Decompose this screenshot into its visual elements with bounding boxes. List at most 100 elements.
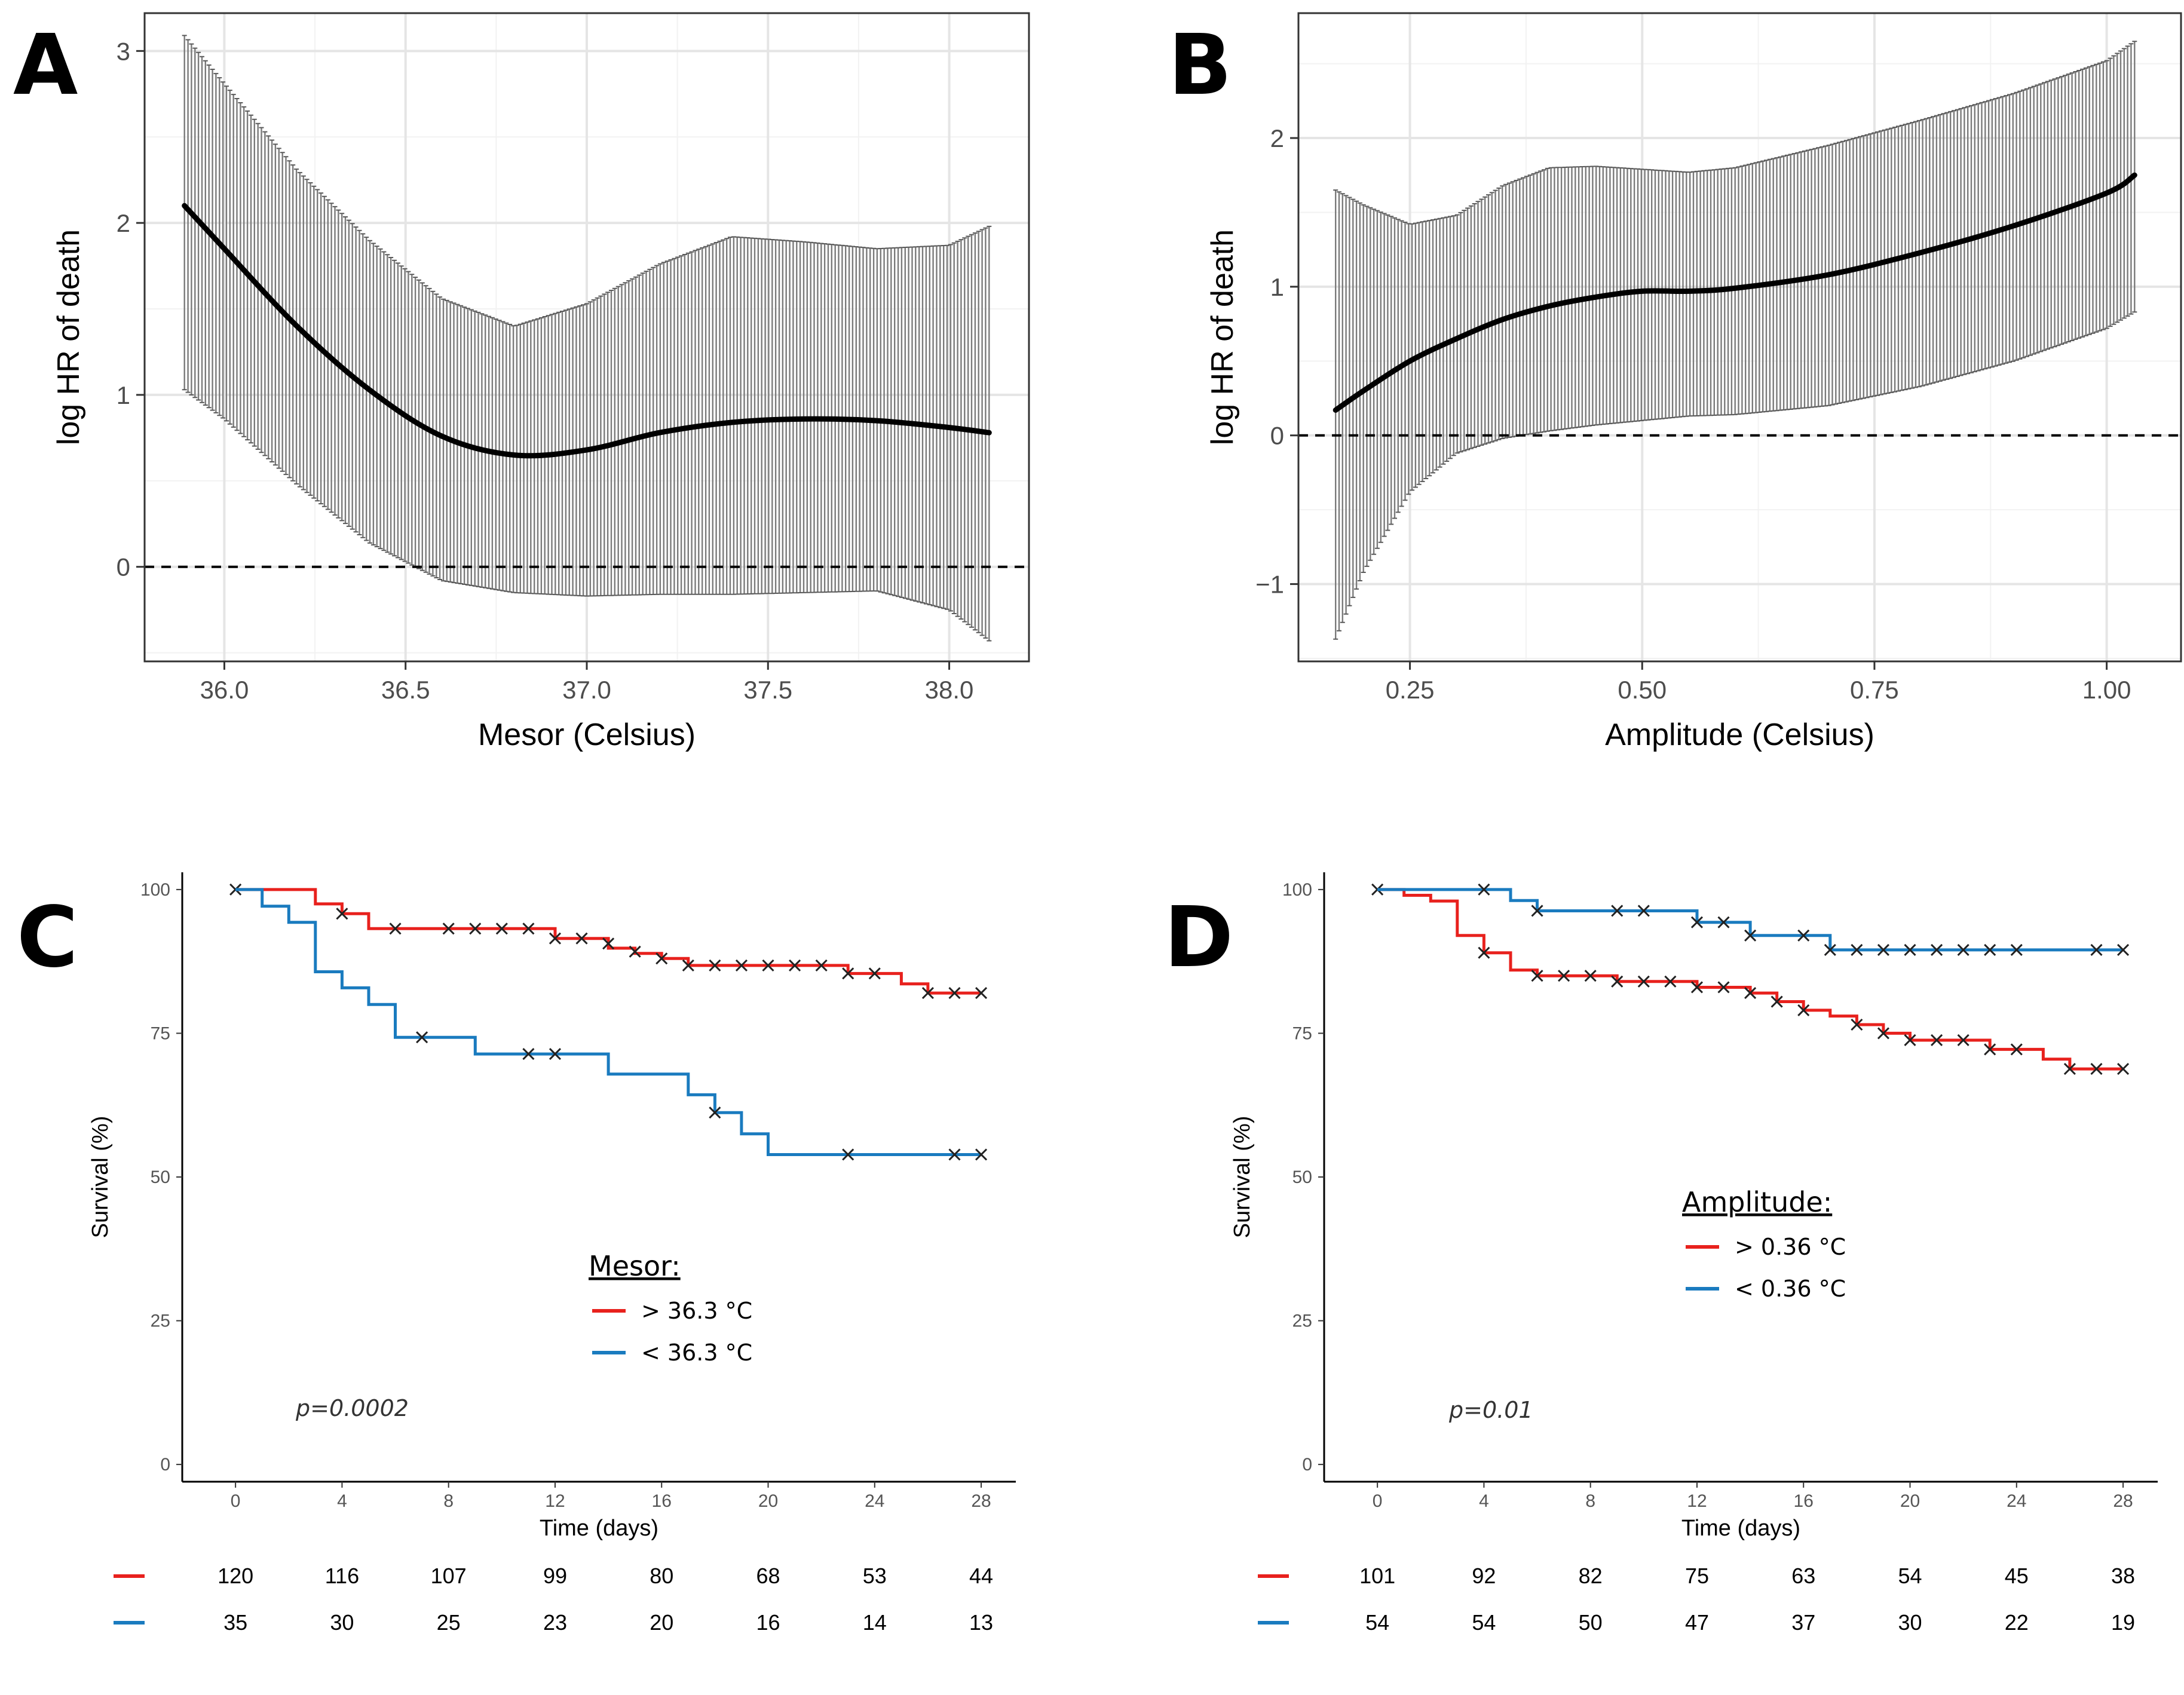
confidence-interval-caps <box>1333 41 2137 640</box>
risk-number: 37 <box>1791 1610 1815 1635</box>
y-tick-label: 2 <box>1270 124 1284 152</box>
censor-mark <box>2090 943 2103 956</box>
x-axis-title: Amplitude (Celsius) <box>1605 718 1874 752</box>
risk-number: 54 <box>1365 1610 1389 1635</box>
x-tick-label: 4 <box>337 1491 347 1511</box>
x-tick-label: 4 <box>1479 1491 1489 1511</box>
risk-number: 116 <box>325 1564 359 1588</box>
survival-curve-high <box>1377 888 2124 1071</box>
censor-mark <box>575 932 588 945</box>
panel-letter-d: D <box>1164 889 1234 986</box>
censor-mark <box>1611 905 1624 917</box>
censor-mark <box>868 967 881 980</box>
x-tick-label: 28 <box>2113 1491 2133 1511</box>
censor-mark <box>1877 1027 1890 1040</box>
y-tick-label: −1 <box>1255 571 1284 599</box>
x-tick-label: 24 <box>2007 1491 2026 1511</box>
y-tick-label: 0 <box>1270 422 1284 450</box>
censor-mark <box>1478 946 1490 959</box>
censor-mark <box>709 959 721 971</box>
censor-mark <box>1664 975 1677 988</box>
censor-mark <box>709 1106 721 1119</box>
censor-mark <box>1611 975 1624 988</box>
risk-number: 23 <box>543 1610 567 1635</box>
risk-number: 35 <box>223 1610 247 1635</box>
risk-number: 92 <box>1472 1564 1496 1588</box>
y-tick-label: 1 <box>1270 273 1284 301</box>
x-tick-label: 20 <box>758 1491 778 1511</box>
risk-number: 50 <box>1579 1610 1603 1635</box>
censor-mark <box>2116 943 2130 956</box>
legend-label: > 0.36 °C <box>1735 1234 1846 1260</box>
chart-b: 0.25 0.50 0.75 1.00 −1 0 1 2 Amplitude (Celsius)… <box>1205 12 2182 752</box>
panel-letter-b: B <box>1168 17 1232 114</box>
risk-number: 107 <box>431 1564 467 1588</box>
risk-number: 45 <box>2005 1564 2029 1588</box>
y-tick-label: 25 <box>151 1311 170 1331</box>
y-tick-label: 2 <box>117 209 130 237</box>
censor-mark <box>1717 916 1730 928</box>
x-tick-label: 0.50 <box>1618 676 1667 704</box>
censor-mark <box>2010 1043 2023 1056</box>
censor-mark <box>1904 943 1916 956</box>
censor-mark <box>549 1048 562 1060</box>
censor-mark <box>389 922 402 935</box>
risk-number: 54 <box>1898 1564 1922 1588</box>
y-axis-title: Survival (%) <box>88 1116 113 1239</box>
censor-mark <box>2010 943 2023 956</box>
legend-label: > 36.3 °C <box>641 1298 752 1324</box>
y-axis-title: Survival (%) <box>1230 1116 1255 1239</box>
censor-mark <box>1851 943 1863 956</box>
censor-mark <box>815 959 828 971</box>
legend-label: < 0.36 °C <box>1735 1276 1846 1302</box>
y-tick-label: 100 <box>140 880 170 900</box>
risk-number: 30 <box>330 1610 354 1635</box>
risk-number: 54 <box>1472 1610 1496 1635</box>
y-tick-label: 0 <box>117 553 130 581</box>
censor-mark <box>1904 1034 1916 1047</box>
censor-mark <box>549 932 562 945</box>
legend-label: < 36.3 °C <box>641 1340 752 1366</box>
y-tick-label: 50 <box>1292 1167 1312 1187</box>
censor-mark <box>522 1048 535 1060</box>
risk-number: 30 <box>1898 1610 1922 1635</box>
censor-mark <box>655 952 668 965</box>
x-tick-label: 12 <box>1687 1491 1707 1511</box>
censor-mark <box>1931 1034 1943 1047</box>
x-tick-label: 20 <box>1900 1491 1920 1511</box>
fitted-line <box>1333 172 2137 413</box>
censor-mark <box>1690 981 1704 994</box>
chart-a: 36.0 36.5 37.0 37.5 38.0 0 1 2 3 Mesor (Celsius) l… <box>51 12 1030 752</box>
x-axis-title: Mesor (Celsius) <box>478 718 696 752</box>
censor-mark <box>1957 1034 1969 1047</box>
censor-mark <box>975 987 988 1000</box>
censor-mark <box>1797 1004 1810 1017</box>
censor-mark <box>735 959 748 971</box>
x-tick-label: 0 <box>1373 1491 1383 1511</box>
panel-border <box>1297 12 2182 663</box>
censor-mark <box>1744 987 1757 1000</box>
censor-mark <box>1478 883 1490 896</box>
censor-mark <box>1877 943 1890 956</box>
risk-number: 38 <box>2111 1564 2135 1588</box>
y-axis-title: log HR of death <box>51 229 86 445</box>
x-tick-label: 36.0 <box>200 676 249 704</box>
censor-mark <box>948 987 961 1000</box>
x-tick-label: 16 <box>1794 1491 1814 1511</box>
censor-mark <box>416 1031 428 1044</box>
fitted-line <box>182 203 992 459</box>
legend-title: Amplitude: <box>1682 1186 1832 1218</box>
y-tick-label: 0 <box>160 1455 170 1475</box>
x-tick-label: 0.75 <box>1850 676 1899 704</box>
risk-number: 75 <box>1685 1564 1709 1588</box>
censor-mark <box>842 967 854 980</box>
censor-mark <box>1984 1043 1996 1056</box>
censor-mark <box>921 987 934 1000</box>
censor-mark <box>602 937 615 950</box>
risk-number: 63 <box>1791 1564 1815 1588</box>
x-tick-label: 1.00 <box>2082 676 2131 704</box>
x-tick-label: 0.25 <box>1386 676 1435 704</box>
x-tick-label: 37.5 <box>743 676 792 704</box>
y-tick-label: 1 <box>117 381 130 409</box>
survival-curve-low <box>235 888 982 1156</box>
